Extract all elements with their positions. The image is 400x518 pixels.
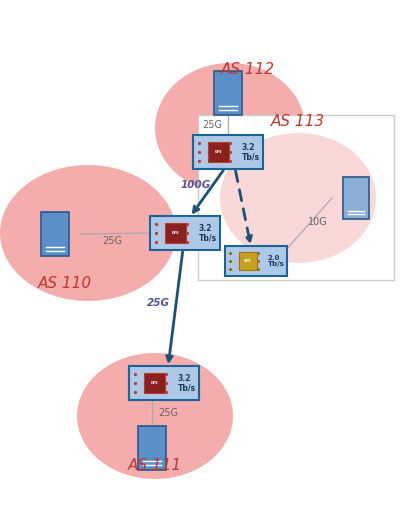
FancyBboxPatch shape [239,252,257,270]
Text: AS 111: AS 111 [128,458,182,473]
FancyBboxPatch shape [138,426,166,470]
FancyBboxPatch shape [41,212,69,256]
Text: 100G: 100G [181,180,211,190]
Text: 25G: 25G [158,408,178,418]
Text: 3.2
Tb/s: 3.2 Tb/s [198,224,217,242]
FancyBboxPatch shape [144,372,165,393]
Ellipse shape [77,353,233,479]
FancyBboxPatch shape [166,223,186,243]
FancyBboxPatch shape [214,71,242,115]
Ellipse shape [220,133,376,263]
Text: GFE: GFE [172,231,180,235]
FancyBboxPatch shape [150,216,220,250]
FancyBboxPatch shape [193,135,263,169]
Text: 3.2
Tb/s: 3.2 Tb/s [242,142,260,161]
FancyBboxPatch shape [225,246,287,276]
Text: AS 112: AS 112 [221,63,275,78]
FancyBboxPatch shape [208,141,229,163]
Text: 3.2
Tb/s: 3.2 Tb/s [178,373,196,392]
Text: 10G: 10G [308,217,328,227]
Text: 2.0
Tb/s: 2.0 Tb/s [268,255,285,267]
Ellipse shape [0,165,176,301]
Text: 25G: 25G [102,236,122,246]
Text: AS 113: AS 113 [271,114,325,130]
FancyBboxPatch shape [343,177,369,219]
Text: GFE: GFE [215,150,223,154]
Text: 25G: 25G [146,298,170,308]
Text: AS 110: AS 110 [38,276,92,291]
FancyBboxPatch shape [198,115,394,280]
Text: GFE: GFE [151,381,159,385]
Ellipse shape [155,63,305,193]
FancyBboxPatch shape [129,366,199,400]
Text: 25G: 25G [202,120,222,130]
Text: GFE: GFE [244,259,252,263]
